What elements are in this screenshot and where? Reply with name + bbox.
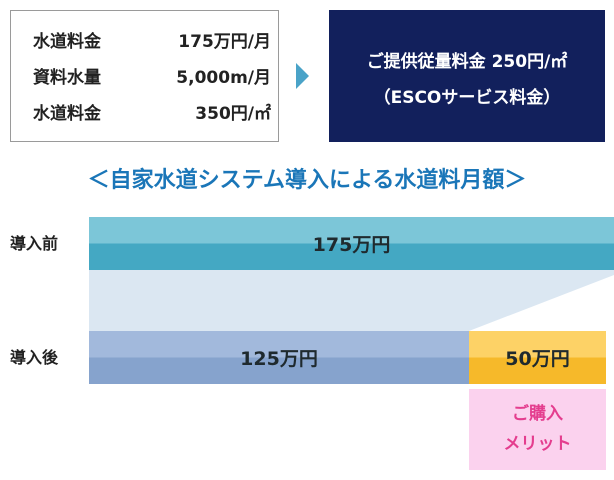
merit-box: ご購入 メリット — [469, 389, 606, 470]
after-amount: 125万円 — [240, 348, 318, 370]
service-subtitle-line: （ESCOサービス料金） — [373, 88, 561, 108]
info-value: 350円/㎡ — [195, 104, 271, 124]
saving-bar: 50万円 — [469, 331, 606, 384]
before-label: 導入前 — [10, 234, 59, 253]
reduction-connector — [89, 270, 614, 331]
info-value: 175万円/月 — [178, 32, 271, 52]
reduction-shape — [89, 270, 614, 331]
merit-line-2: メリット — [503, 434, 572, 454]
info-row-water-fee: 水道料金 175万円/月 — [33, 30, 271, 54]
info-row-water-volume: 資料水量 5,000m/月 — [33, 66, 271, 90]
after-label: 導入後 — [10, 348, 59, 367]
info-label: 資料水量 — [33, 68, 101, 88]
saving-amount: 50万円 — [505, 348, 570, 370]
before-amount: 175万円 — [312, 234, 391, 256]
arrow-right-icon — [296, 63, 309, 89]
merit-line-1: ご購入 — [512, 404, 563, 424]
info-value: 5,000m/月 — [176, 68, 271, 88]
section-heading: ＜自家水道システム導入による水道料月額＞ — [87, 168, 527, 193]
after-bar: 125万円 — [89, 331, 469, 384]
info-label: 水道料金 — [33, 32, 101, 52]
info-row-unit-price: 水道料金 350円/㎡ — [33, 102, 271, 126]
before-bar: 175万円 — [89, 217, 614, 270]
service-price-line: ご提供従量料金 250円/㎡ — [366, 52, 568, 72]
price-info-box: 水道料金 175万円/月 資料水量 5,000m/月 水道料金 350円/㎡ — [10, 10, 279, 142]
service-price-box: ご提供従量料金 250円/㎡ （ESCOサービス料金） — [329, 10, 605, 142]
info-label: 水道料金 — [33, 104, 101, 124]
